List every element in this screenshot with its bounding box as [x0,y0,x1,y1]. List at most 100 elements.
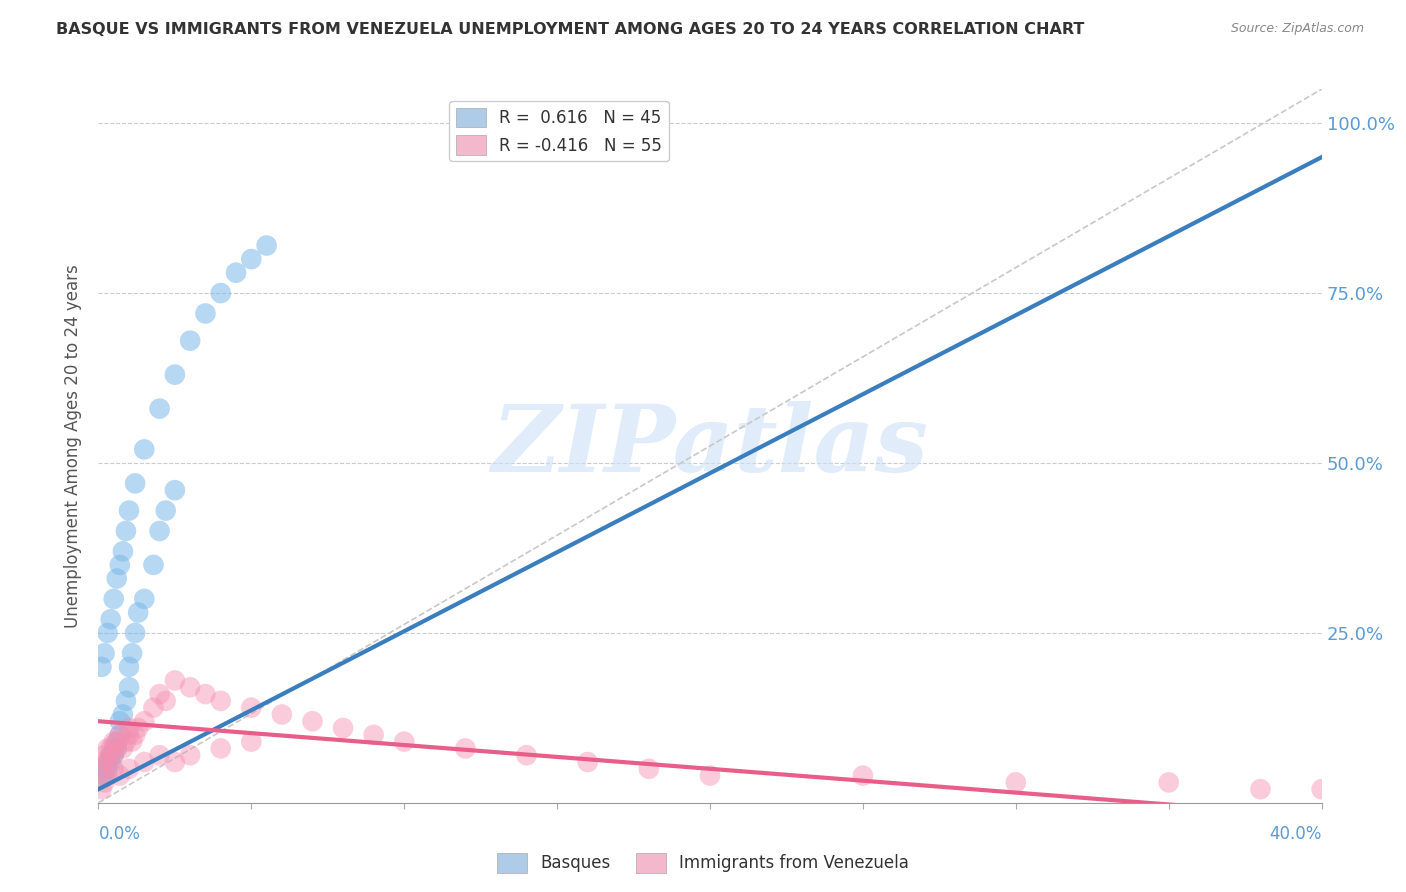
Point [108,558,131,572]
Point [111,741,134,756]
Point [93,775,115,789]
Point [179,680,201,694]
Point [142,700,165,714]
Point [1249,782,1271,797]
Point [105,734,128,748]
Point [100,741,122,756]
Point [90,762,112,776]
Point [97,755,120,769]
Point [97,755,120,769]
Point [103,762,125,776]
Point [118,680,141,694]
Text: 0.0%: 0.0% [98,825,141,843]
Point [209,694,232,708]
Point [118,721,141,735]
Point [108,728,131,742]
Point [103,591,125,606]
Point [163,368,186,382]
Point [1310,782,1333,797]
Point [1004,775,1026,789]
Point [100,748,122,763]
Point [90,660,112,674]
Point [111,544,134,558]
Point [93,748,115,763]
Point [256,238,278,252]
Point [90,782,112,797]
Point [100,748,122,763]
Point [149,401,172,416]
Point [134,755,156,769]
Point [108,714,131,729]
Point [134,591,156,606]
Point [100,612,122,626]
Point [97,769,120,783]
Point [301,714,323,729]
Point [93,762,115,776]
Point [209,286,232,301]
Point [163,755,186,769]
Legend: R =  0.616   N = 45, R = -0.416   N = 55: R = 0.616 N = 45, R = -0.416 N = 55 [450,101,669,161]
Point [108,769,131,783]
Point [240,252,263,266]
Point [155,694,177,708]
Point [124,626,146,640]
Text: ZIPatlas: ZIPatlas [492,401,928,491]
Point [100,755,122,769]
Point [134,442,156,457]
Point [115,524,138,538]
Text: BASQUE VS IMMIGRANTS FROM VENEZUELA UNEMPLOYMENT AMONG AGES 20 TO 24 YEARS CORRE: BASQUE VS IMMIGRANTS FROM VENEZUELA UNEM… [56,22,1084,37]
Point [1157,775,1180,789]
Point [270,707,292,722]
Point [576,755,599,769]
Point [179,748,201,763]
Legend: Basques, Immigrants from Venezuela: Basques, Immigrants from Venezuela [491,847,915,880]
Point [118,503,141,517]
Point [93,755,115,769]
Point [637,762,661,776]
Point [134,714,156,729]
Point [163,483,186,498]
Point [118,728,141,742]
Point [121,734,143,748]
Point [149,748,172,763]
Point [179,334,201,348]
Point [105,741,128,756]
Point [118,660,141,674]
Point [103,734,125,748]
Point [392,734,416,748]
Point [240,734,263,748]
Point [97,741,120,756]
Point [105,734,128,748]
Point [93,769,115,783]
Point [103,748,125,763]
Point [103,748,125,763]
Point [115,694,138,708]
Point [163,673,186,688]
Point [90,772,112,786]
Point [516,748,538,763]
Point [209,741,232,756]
Text: Source: ZipAtlas.com: Source: ZipAtlas.com [1230,22,1364,36]
Point [124,728,146,742]
Point [852,769,875,783]
Point [111,707,134,722]
Point [699,769,721,783]
Point [124,476,146,491]
Point [149,524,172,538]
Point [454,741,477,756]
Point [108,728,131,742]
Text: 40.0%: 40.0% [1270,825,1322,843]
Point [93,646,115,660]
Point [103,741,125,756]
Point [240,700,263,714]
Point [105,741,128,756]
Point [149,687,172,701]
Point [225,266,247,280]
Point [105,572,128,586]
Point [142,558,165,572]
Point [194,687,217,701]
Point [97,626,120,640]
Point [127,721,149,735]
Point [121,646,143,660]
Point [115,734,138,748]
